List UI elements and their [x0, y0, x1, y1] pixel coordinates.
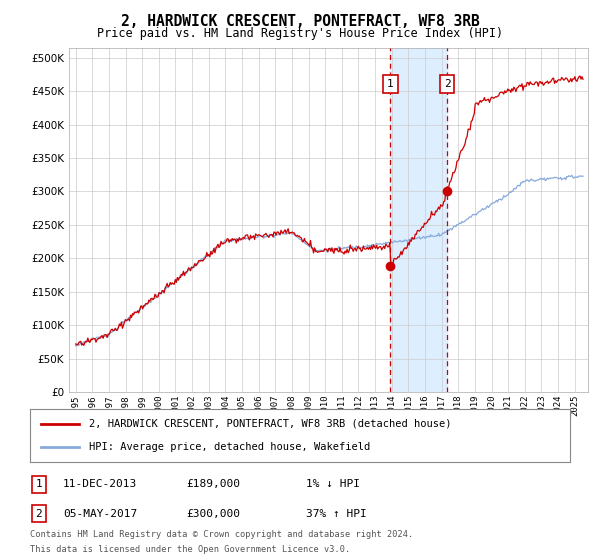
Text: 1: 1 — [387, 80, 394, 90]
Bar — [391, 48, 447, 392]
Text: 2, HARDWICK CRESCENT, PONTEFRACT, WF8 3RB (detached house): 2, HARDWICK CRESCENT, PONTEFRACT, WF8 3R… — [89, 419, 452, 429]
Text: 2: 2 — [444, 80, 451, 90]
Text: 11-DEC-2013: 11-DEC-2013 — [63, 479, 137, 489]
Text: 2, HARDWICK CRESCENT, PONTEFRACT, WF8 3RB: 2, HARDWICK CRESCENT, PONTEFRACT, WF8 3R… — [121, 14, 479, 29]
Text: HPI: Average price, detached house, Wakefield: HPI: Average price, detached house, Wake… — [89, 442, 371, 452]
Text: This data is licensed under the Open Government Licence v3.0.: This data is licensed under the Open Gov… — [30, 545, 350, 554]
Text: 1% ↓ HPI: 1% ↓ HPI — [306, 479, 360, 489]
Text: £300,000: £300,000 — [186, 508, 240, 519]
Text: Price paid vs. HM Land Registry's House Price Index (HPI): Price paid vs. HM Land Registry's House … — [97, 27, 503, 40]
Text: £189,000: £189,000 — [186, 479, 240, 489]
Text: 05-MAY-2017: 05-MAY-2017 — [63, 508, 137, 519]
Text: 1: 1 — [35, 479, 43, 489]
Text: 2: 2 — [35, 508, 43, 519]
Text: Contains HM Land Registry data © Crown copyright and database right 2024.: Contains HM Land Registry data © Crown c… — [30, 530, 413, 539]
Text: 37% ↑ HPI: 37% ↑ HPI — [306, 508, 367, 519]
